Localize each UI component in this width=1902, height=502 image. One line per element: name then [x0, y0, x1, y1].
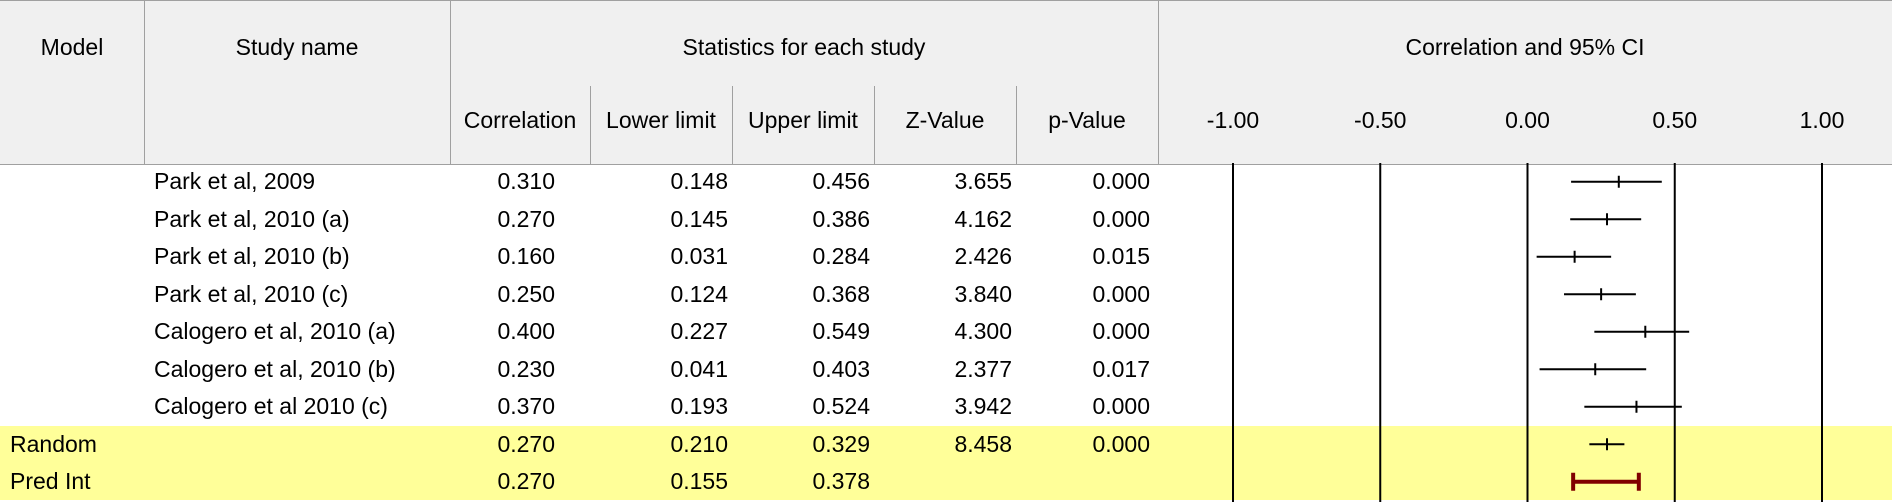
upper-cell: 0.284: [812, 243, 870, 269]
p-cell: 0.000: [1092, 430, 1150, 457]
lower-cell: 0.031: [670, 243, 728, 269]
lower-cell: 0.124: [670, 280, 728, 307]
header-divider: [450, 1, 451, 164]
p-cell: 0.000: [1092, 168, 1150, 194]
upper-cell: 0.524: [812, 393, 870, 419]
lower-cell: 0.041: [670, 355, 728, 382]
p-cell: 0.000: [1092, 205, 1150, 232]
header-divider: [732, 86, 733, 164]
study-name-cell: Park et al, 2010 (a): [154, 205, 350, 232]
upper-cell: 0.403: [812, 355, 870, 382]
correlation-cell: 0.370: [497, 393, 555, 419]
axis-tick-label: 0.00: [1505, 107, 1550, 133]
upper-cell: 0.386: [812, 205, 870, 232]
table-row[interactable]: Park et al, 2010 (a) 0.270 0.145 0.386 4.162…: [0, 201, 1892, 238]
column-header-study-name[interactable]: Study name: [235, 34, 359, 60]
column-header-upper-limit[interactable]: Upper limit: [748, 107, 858, 133]
column-header-model[interactable]: Model: [40, 34, 104, 60]
column-header-correlation[interactable]: Correlation: [463, 107, 577, 133]
correlation-cell: 0.400: [497, 318, 555, 344]
column-header-lower-limit[interactable]: Lower limit: [606, 107, 716, 133]
column-group-statistics: Statistics for each study: [682, 34, 926, 60]
study-name-cell: Park et al, 2010 (b): [154, 243, 350, 269]
table-row[interactable]: Park et al, 2009 0.310 0.148 0.456 3.655 0.00…: [0, 163, 1892, 200]
summary-row[interactable]: Random 0.270 0.210 0.329 8.458 0.000: [0, 425, 1892, 463]
axis-tick-label: 0.50: [1652, 107, 1698, 133]
z-cell: 4.162: [954, 205, 1012, 232]
lower-cell: 0.148: [670, 168, 728, 194]
p-cell: 0.017: [1092, 355, 1150, 382]
p-cell: 0.015: [1092, 243, 1150, 269]
table-row[interactable]: Park et al, 2010 (c) 0.250 0.124 0.368 3.840…: [0, 276, 1892, 313]
header-divider: [874, 86, 875, 164]
z-cell: 3.840: [954, 280, 1012, 307]
lower-cell: 0.193: [670, 393, 728, 419]
header-divider: [590, 86, 591, 164]
header-divider: [1158, 1, 1159, 164]
correlation-cell: 0.160: [497, 243, 555, 269]
table-row[interactable]: Calogero et al, 2010 (b) 0.230 0.041 0.403 2…: [0, 351, 1892, 388]
column-group-plot: Correlation and 95% CI: [1405, 34, 1645, 60]
z-cell: 8.458: [954, 430, 1012, 457]
z-cell: 3.942: [954, 393, 1012, 419]
p-cell: 0.000: [1092, 318, 1150, 344]
lower-cell: 0.210: [670, 430, 728, 457]
model-cell: Pred Int: [10, 468, 91, 494]
column-header-z-value[interactable]: Z-Value: [905, 107, 985, 133]
upper-cell: 0.549: [812, 318, 870, 344]
study-name-cell: Park et al, 2010 (c): [154, 280, 349, 307]
p-cell: 0.000: [1092, 393, 1150, 419]
z-cell: 4.300: [954, 318, 1012, 344]
z-cell: 3.655: [954, 168, 1012, 194]
upper-cell: 0.378: [812, 468, 870, 494]
upper-cell: 0.368: [812, 280, 870, 307]
table-row[interactable]: Park et al, 2010 (b) 0.160 0.031 0.284 2.426…: [0, 238, 1892, 275]
correlation-cell: 0.270: [497, 205, 555, 232]
upper-cell: 0.456: [812, 168, 870, 194]
table-header: Model Study name Statistics for each stu…: [0, 0, 1892, 165]
correlation-cell: 0.250: [497, 280, 555, 307]
forest-plot: [1232, 163, 1823, 502]
upper-cell: 0.329: [812, 430, 870, 457]
z-cell: 2.426: [954, 243, 1012, 269]
axis-tick-label: 1.00: [1799, 107, 1845, 133]
table-row[interactable]: Calogero et al, 2010 (a) 0.400 0.227 0.549 4…: [0, 313, 1892, 350]
column-header-p-value[interactable]: p-Value: [1048, 107, 1126, 133]
axis-tick-label: -0.50: [1354, 107, 1407, 133]
lower-cell: 0.227: [670, 318, 728, 344]
correlation-cell: 0.310: [497, 168, 555, 194]
study-name-cell: Calogero et al, 2010 (a): [154, 318, 396, 344]
header-divider: [144, 1, 145, 164]
lower-cell: 0.145: [670, 205, 728, 232]
study-name-cell: Calogero et al, 2010 (b): [154, 355, 396, 382]
header-divider: [1016, 86, 1017, 164]
correlation-cell: 0.270: [497, 430, 555, 457]
correlation-cell: 0.230: [497, 355, 555, 382]
study-name-cell: Calogero et al 2010 (c): [154, 393, 388, 419]
study-name-cell: Park et al, 2009: [154, 168, 316, 194]
model-cell: Random: [10, 430, 97, 457]
correlation-cell: 0.270: [497, 468, 555, 494]
table-row[interactable]: Calogero et al 2010 (c) 0.370 0.193 0.524 3.…: [0, 388, 1892, 425]
p-cell: 0.000: [1092, 280, 1150, 307]
z-cell: 2.377: [954, 355, 1012, 382]
axis-tick-label: -1.00: [1206, 107, 1260, 133]
lower-cell: 0.155: [670, 468, 728, 494]
